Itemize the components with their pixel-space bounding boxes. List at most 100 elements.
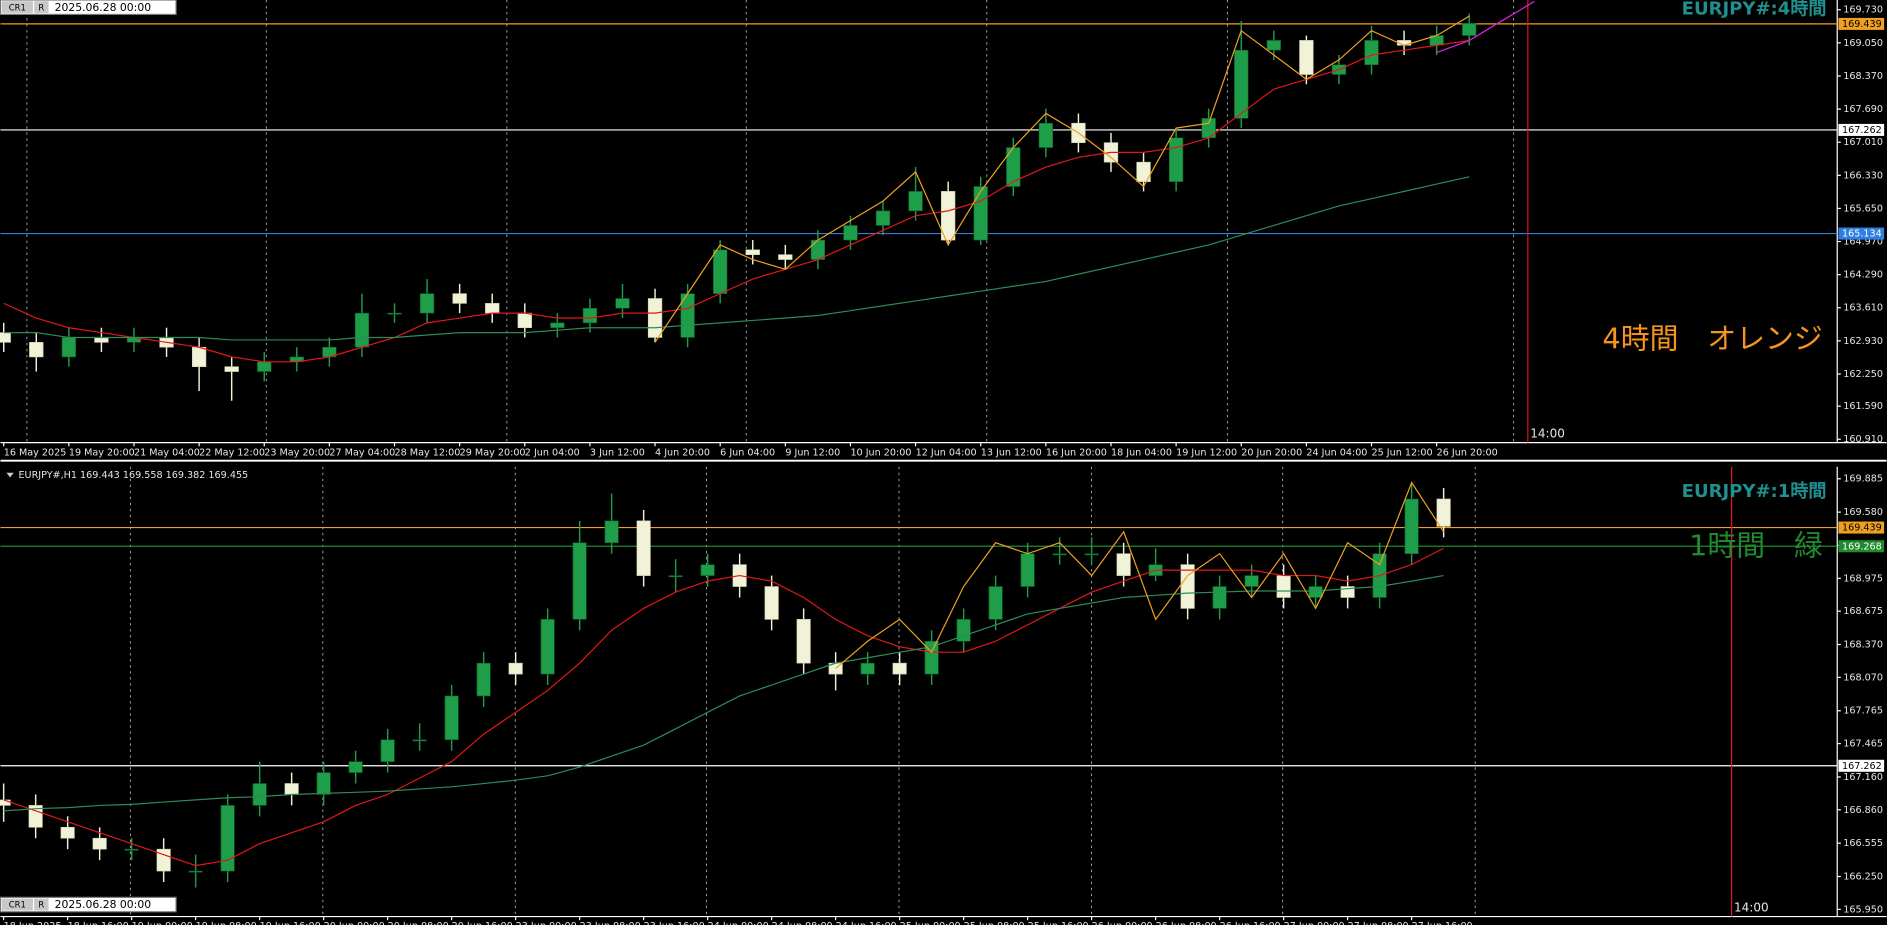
- date-label: 2025.06.28 00:00: [55, 1, 152, 14]
- x-tick-label: 24 Jun 08:00: [772, 921, 833, 925]
- candle-body: [1340, 586, 1355, 598]
- y-tick-label: 164.290: [1843, 270, 1883, 281]
- candle-body: [1084, 553, 1099, 556]
- current-time-label: 14:00: [1530, 427, 1565, 441]
- y-tick-label: 165.950: [1843, 904, 1883, 915]
- x-tick-label: 3 Jun 12:00: [590, 447, 645, 458]
- x-tick-label: 10 Jun 20:00: [850, 447, 911, 458]
- indicator-line: [3, 547, 1444, 867]
- candle-body: [0, 332, 11, 343]
- candle-body: [1266, 40, 1281, 51]
- candle-body: [191, 346, 207, 367]
- price-level-tag: [1838, 521, 1885, 534]
- price-level-tag: [1838, 540, 1885, 553]
- candle-body: [956, 619, 971, 642]
- x-tick-label: 18 Jun 04:00: [1111, 447, 1172, 458]
- candle-body: [60, 826, 75, 839]
- candle-body: [892, 662, 907, 675]
- current-time-label: 14:00: [1734, 901, 1769, 915]
- x-tick-label: 25 Jun 00:00: [900, 921, 961, 925]
- price-level-label: 169.268: [1842, 541, 1882, 552]
- cr-button[interactable]: [1, 1, 33, 14]
- chart-annotation: 1時間 緑: [1689, 528, 1823, 562]
- price-level-tag: [1838, 123, 1885, 136]
- candle-body: [604, 520, 619, 544]
- x-tick-label: 20 Jun 00:00: [324, 921, 385, 925]
- y-tick-label: 160.910: [1843, 434, 1883, 445]
- x-tick-label: 20 Jun 16:00: [452, 921, 513, 925]
- candle-body: [1136, 161, 1151, 182]
- y-tick-label: 168.975: [1843, 573, 1883, 584]
- collapse-arrow[interactable]: [6, 472, 14, 478]
- candle-body: [419, 293, 435, 314]
- x-tick-label: 26 Jun 20:00: [1437, 447, 1498, 458]
- candle-body: [1180, 564, 1195, 609]
- candle-body: [875, 210, 891, 226]
- candle-body: [1308, 586, 1323, 598]
- cr-label: CR1: [9, 2, 26, 12]
- x-tick-label: 21 May 04:00: [134, 447, 200, 458]
- x-tick-label: 19 Jun 00:00: [132, 921, 193, 925]
- candle-body: [540, 619, 555, 675]
- candle-body: [941, 191, 956, 241]
- candle-body: [188, 870, 203, 873]
- candle-body: [124, 848, 139, 851]
- candle-body: [476, 662, 491, 697]
- indicator-line: [835, 481, 1445, 670]
- r-button[interactable]: [34, 898, 49, 911]
- chart-title: EURJPY#:4時間: [1682, 0, 1827, 20]
- candle-body: [316, 772, 331, 795]
- candle-body: [1234, 49, 1249, 119]
- y-tick-label: 167.765: [1843, 706, 1883, 717]
- candle-body: [1212, 586, 1227, 609]
- price-level-tag: [1838, 17, 1885, 30]
- candle-body: [485, 303, 500, 314]
- candle-body: [1276, 575, 1291, 598]
- candle-body: [636, 520, 651, 576]
- candle-body: [1038, 122, 1053, 148]
- x-tick-label: 27 Jun 00:00: [1284, 921, 1345, 925]
- r-button[interactable]: [34, 1, 49, 14]
- x-tick-label: 19 Jun 08:00: [196, 921, 257, 925]
- x-tick-label: 12 Jun 04:00: [916, 447, 977, 458]
- candle-body: [452, 293, 467, 304]
- candle-body: [745, 249, 760, 255]
- candle-body: [810, 239, 826, 260]
- x-tick-label: 25 Jun 16:00: [1028, 921, 1089, 925]
- x-tick-label: 25 Jun 12:00: [1372, 447, 1433, 458]
- cr-button[interactable]: [1, 898, 33, 911]
- x-tick-label: 27 Jun 16:00: [1412, 921, 1473, 925]
- indicator-line: [1436, 0, 1535, 54]
- x-tick-label: 6 Jun 04:00: [720, 447, 775, 458]
- x-tick-label: 26 Jun 00:00: [1092, 921, 1153, 925]
- indicator-line: [3, 574, 1444, 812]
- indicator-line: [654, 15, 1470, 343]
- candle-body: [1299, 40, 1314, 75]
- y-tick-label: 168.070: [1843, 672, 1883, 683]
- r-label: R: [38, 900, 44, 910]
- candle-body: [1436, 498, 1451, 527]
- candle-body: [156, 848, 171, 872]
- candle-body: [28, 805, 43, 828]
- header-top: CR1 R 2025.06.28 00:00: [0, 0, 177, 16]
- candle-body: [1020, 553, 1035, 587]
- x-tick-label: 23 Jun 08:00: [580, 921, 641, 925]
- candle-body: [988, 586, 1003, 620]
- candle-body: [354, 312, 370, 348]
- candle-body: [1244, 575, 1259, 587]
- y-tick-label: 166.250: [1843, 872, 1883, 883]
- indicator-line: [3, 176, 1470, 341]
- symbol-info: EURJPY#,H1 169.443 169.558 169.382 169.4…: [18, 470, 248, 481]
- x-tick-label: 16 Jun 20:00: [1046, 447, 1107, 458]
- price-level-label: 169.439: [1842, 19, 1882, 30]
- x-tick-label: 23 Jun 16:00: [644, 921, 705, 925]
- candle-body: [647, 298, 663, 338]
- price-level-label: 165.134: [1842, 229, 1882, 240]
- x-tick-label: 24 Jun 04:00: [1306, 447, 1367, 458]
- price-level-label: 167.262: [1842, 125, 1882, 136]
- x-tick-label: 19 Jun 16:00: [260, 921, 321, 925]
- x-tick-label: 22 May 12:00: [199, 447, 265, 458]
- candle-body: [257, 361, 272, 372]
